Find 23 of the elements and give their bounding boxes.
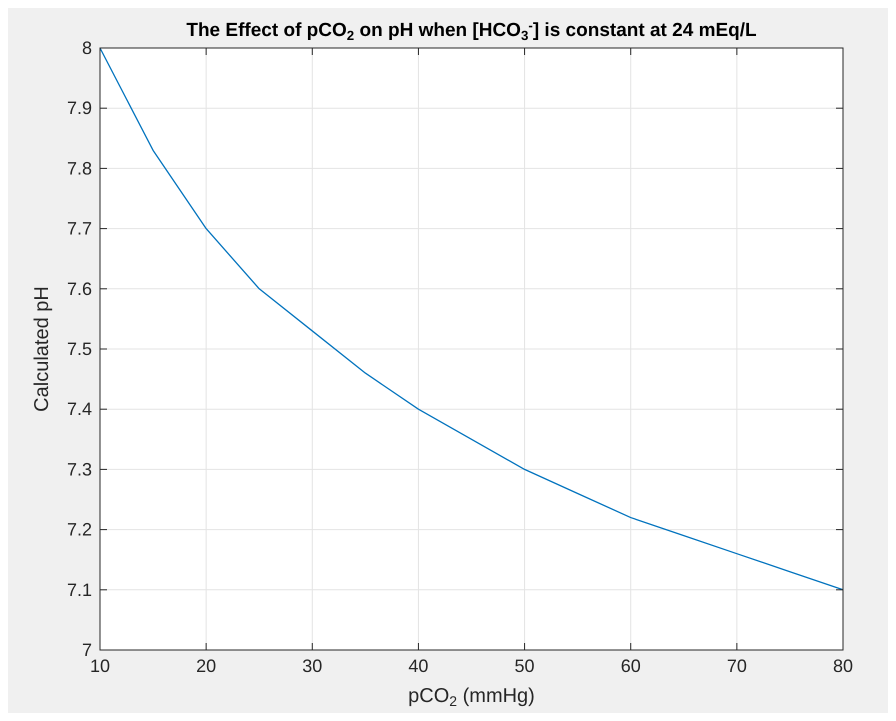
x-tick-label: 40 bbox=[408, 656, 428, 676]
y-tick-label: 7.9 bbox=[66, 98, 92, 118]
x-tick-label: 60 bbox=[620, 656, 641, 676]
chart-title: The Effect of pCO$_{2}$ on pH when [HCO$_{3}$$^{-}$] is constant at 24 mEq/L bbox=[186, 18, 758, 43]
x-tick-label: 50 bbox=[514, 656, 535, 676]
x-tick-label: 80 bbox=[832, 656, 854, 676]
y-tick-label: 7.3 bbox=[66, 459, 92, 480]
y-tick-label: 8 bbox=[82, 38, 92, 58]
line-series bbox=[99, 47, 844, 590]
y-tick-label: 7.1 bbox=[66, 580, 92, 600]
y-tick-label: 7 bbox=[82, 640, 92, 660]
y-tick-label: 7.4 bbox=[66, 399, 92, 420]
y-axis-title: Calculated pH bbox=[31, 286, 53, 412]
x-axis-title: pCO$_{2}$ (mmHg) bbox=[408, 685, 535, 710]
x-tick-label: 20 bbox=[196, 656, 216, 676]
y-tick-label: 7.2 bbox=[66, 520, 92, 540]
x-tick-label: 70 bbox=[726, 656, 747, 676]
y-tick-label: 7.5 bbox=[66, 339, 92, 359]
y-tick-label: 7.6 bbox=[66, 278, 92, 299]
y-tick-label: 7.8 bbox=[66, 158, 92, 178]
x-tick-label: 30 bbox=[302, 656, 322, 676]
x-tick-label: 10 bbox=[90, 656, 110, 676]
y-tick-label: 7.7 bbox=[66, 218, 92, 239]
